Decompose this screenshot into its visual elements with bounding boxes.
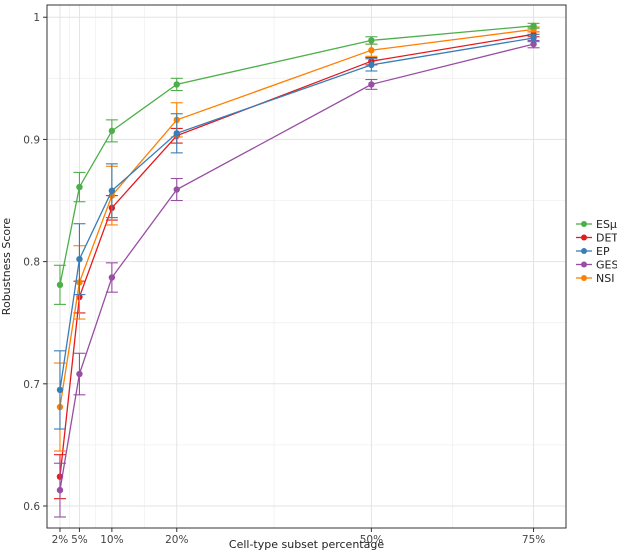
- y-tick-label: 1: [33, 12, 40, 24]
- series-det: [53, 31, 540, 500]
- data-point: [368, 61, 375, 69]
- series-line: [59, 37, 534, 390]
- x-axis-title: Cell-type subset percentage: [229, 538, 384, 551]
- data-point: [108, 187, 116, 194]
- legend-marker: [581, 248, 587, 254]
- series-es-: [53, 22, 540, 305]
- series-line: [59, 25, 534, 285]
- legend-label: EP: [596, 245, 610, 258]
- data-point: [530, 22, 537, 29]
- x-tick-label: 50%: [360, 534, 383, 546]
- legend-item: EP: [576, 245, 610, 258]
- data-point: [76, 255, 83, 263]
- y-axis-title: Robustness Score: [0, 218, 13, 316]
- plot-panel: [46, 4, 567, 529]
- data-point: [76, 370, 83, 378]
- data-point: [530, 40, 537, 48]
- y-tick-label: 0.9: [23, 134, 40, 146]
- data-point: [56, 386, 64, 394]
- series-group: [53, 22, 540, 518]
- data-point: [56, 281, 64, 289]
- legend-item: ESμ: [576, 218, 617, 231]
- data-point: [173, 186, 180, 193]
- data-point: [76, 183, 83, 191]
- y-tick-label: 0.8: [23, 257, 40, 269]
- data-point: [530, 34, 537, 42]
- legend-item: GES: [576, 259, 617, 272]
- axis-ticks: 0.6 0.7 0.8 0.9 1 2% 5% 10% 20% 50% 75%: [23, 12, 545, 546]
- legend-label: DET: [596, 232, 617, 245]
- series-line: [59, 28, 534, 408]
- legend-marker: [581, 221, 587, 227]
- legend-marker: [581, 275, 587, 281]
- data-point: [108, 127, 116, 135]
- series-line: [59, 43, 534, 491]
- legend-item: NSI: [576, 272, 614, 285]
- x-tick-label: 5%: [71, 534, 88, 546]
- x-tick-label: 75%: [522, 534, 545, 546]
- data-point: [368, 47, 375, 54]
- data-point: [368, 81, 375, 88]
- data-point: [173, 81, 180, 88]
- series-ges: [53, 39, 540, 518]
- x-tick-label: 2%: [52, 534, 69, 546]
- series-ep: [53, 33, 540, 430]
- data-point: [173, 130, 180, 137]
- legend-label: ESμ: [596, 218, 617, 231]
- data-point: [108, 274, 116, 281]
- legend-item: DET: [576, 232, 617, 245]
- legend-marker: [581, 261, 587, 268]
- data-point: [56, 486, 64, 494]
- legend-label: GES: [596, 259, 617, 272]
- x-tick-label: 20%: [165, 534, 188, 546]
- y-tick-label: 0.7: [23, 379, 40, 391]
- data-point: [368, 37, 375, 44]
- legend-marker: [581, 234, 587, 241]
- x-tick-label: 10%: [100, 534, 123, 546]
- legend-label: NSI: [596, 272, 614, 285]
- grid-lines: [47, 5, 566, 528]
- y-tick-label: 0.6: [23, 501, 40, 513]
- series-line: [59, 33, 534, 477]
